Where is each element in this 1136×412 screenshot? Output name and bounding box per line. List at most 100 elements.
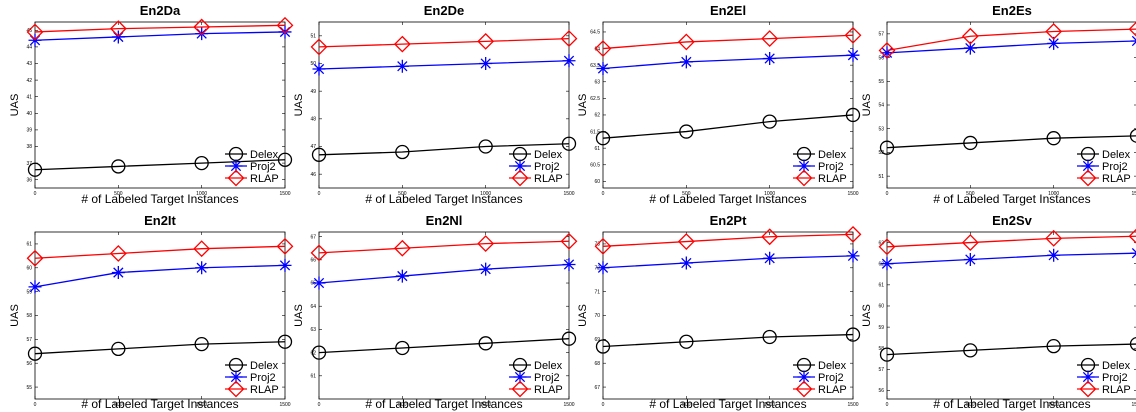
series-rlap [26, 16, 294, 41]
data-point [1045, 229, 1063, 247]
legend-entry: RLAP [818, 384, 847, 396]
y-tick-label: 51 [878, 174, 884, 180]
x-axis-label: # of Labeled Target Instances [81, 192, 238, 206]
data-point [763, 251, 777, 265]
x-tick-label: 1500 [847, 402, 858, 408]
y-tick-label: 70 [594, 313, 600, 319]
y-tick-label: 59 [26, 289, 32, 295]
y-tick-label: 61.5 [590, 129, 600, 135]
data-point [478, 336, 493, 351]
data-point [845, 327, 861, 342]
data-point [880, 46, 894, 60]
legend-entry: Proj2 [534, 161, 560, 173]
y-tick-label: 64.5 [590, 30, 600, 36]
data-point [276, 16, 294, 34]
x-axis-label: # of Labeled Target Instances [649, 397, 806, 411]
legend-marker [227, 169, 245, 187]
data-point [26, 23, 44, 41]
series-rlap [310, 232, 578, 262]
data-point [846, 249, 860, 263]
data-point [479, 262, 493, 276]
x-tick-label: 1500 [279, 191, 290, 197]
y-axis-label: UAS [9, 304, 21, 327]
y-tick-label: 56 [26, 361, 32, 367]
data-point [562, 54, 576, 68]
x-tick-label: 1500 [1131, 402, 1136, 408]
data-point [1047, 248, 1061, 262]
series-rlap [26, 237, 294, 267]
subplot-title: En2Es [992, 3, 1032, 18]
legend-marker [797, 159, 811, 173]
series-line [886, 28, 1136, 52]
data-point [395, 340, 410, 356]
y-tick-label: 72 [594, 265, 600, 271]
y-tick-label: 36 [26, 177, 32, 183]
y-tick-label: 37 [26, 161, 32, 167]
plot-frame [34, 231, 286, 400]
y-tick-label: 60.5 [590, 162, 600, 168]
y-tick-label: 52 [878, 150, 884, 156]
y-axis-label: UAS [9, 94, 21, 117]
x-tick-label: 1500 [847, 191, 858, 197]
data-point [761, 30, 779, 48]
series-line [602, 255, 854, 269]
series-line [34, 159, 286, 171]
data-point [278, 258, 292, 272]
data-point [395, 59, 409, 73]
data-point [194, 336, 209, 352]
legend-marker [795, 380, 813, 398]
data-point [961, 27, 979, 45]
series-line [318, 338, 570, 354]
series-line [318, 143, 570, 156]
plot-frame [318, 231, 570, 400]
x-tick-label: 1500 [1131, 191, 1136, 197]
y-tick-label: 48 [310, 117, 316, 123]
legend-entry: Delex [534, 360, 563, 372]
x-tick-label: 1000 [480, 402, 491, 408]
data-point [679, 334, 694, 349]
data-point [28, 280, 42, 294]
y-tick-label: 63 [310, 327, 316, 333]
data-point [594, 40, 612, 57]
y-tick-label: 58 [878, 346, 884, 352]
y-tick-label: 55 [878, 79, 884, 85]
y-tick-label: 43 [26, 61, 32, 67]
x-tick-label: 1500 [563, 191, 574, 197]
y-tick-label: 61 [878, 283, 884, 289]
data-point [879, 140, 895, 155]
data-point [478, 139, 493, 154]
series-line [34, 24, 286, 33]
y-axis-label: UAS [861, 94, 873, 117]
data-point [762, 329, 777, 345]
series-line [886, 135, 1136, 149]
series-delex [27, 334, 293, 361]
data-point [26, 249, 44, 267]
x-tick-label: 1000 [196, 402, 207, 408]
data-point [561, 136, 577, 151]
data-point [878, 238, 896, 256]
y-tick-label: 38 [26, 144, 32, 150]
y-tick-label: 55 [26, 385, 32, 391]
x-tick-label: 500 [114, 402, 123, 408]
series-line [602, 233, 854, 247]
data-point [311, 147, 327, 162]
legend-entry: RLAP [250, 173, 279, 185]
data-point [277, 152, 293, 167]
series-rlap [878, 228, 1136, 256]
y-tick-label: 61 [26, 242, 32, 248]
data-point [763, 52, 777, 66]
series-proj2 [28, 25, 292, 47]
y-tick-label: 40 [26, 111, 32, 117]
legend-entry: RLAP [1102, 173, 1131, 185]
series-line [602, 114, 854, 139]
data-point [277, 334, 293, 349]
data-point [1047, 36, 1061, 50]
data-point [395, 269, 409, 283]
data-point [276, 237, 294, 255]
x-tick-label: 500 [114, 191, 123, 197]
data-point [560, 30, 578, 48]
x-tick-label: 0 [602, 402, 605, 408]
subplot-en2nl: En2Nl 61 62 63 64 65 66 67 0 500 1000 1500 # of Labe… [293, 213, 578, 411]
x-tick-label: 500 [966, 191, 975, 197]
series-delex [879, 336, 1136, 362]
